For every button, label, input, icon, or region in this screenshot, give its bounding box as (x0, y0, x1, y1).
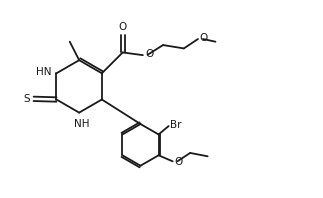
Text: O: O (145, 50, 153, 59)
Text: S: S (24, 94, 30, 104)
Text: Br: Br (170, 120, 182, 130)
Text: O: O (199, 33, 208, 43)
Text: O: O (174, 157, 182, 167)
Text: O: O (119, 22, 127, 32)
Text: NH: NH (74, 119, 89, 129)
Text: HN: HN (36, 67, 51, 77)
